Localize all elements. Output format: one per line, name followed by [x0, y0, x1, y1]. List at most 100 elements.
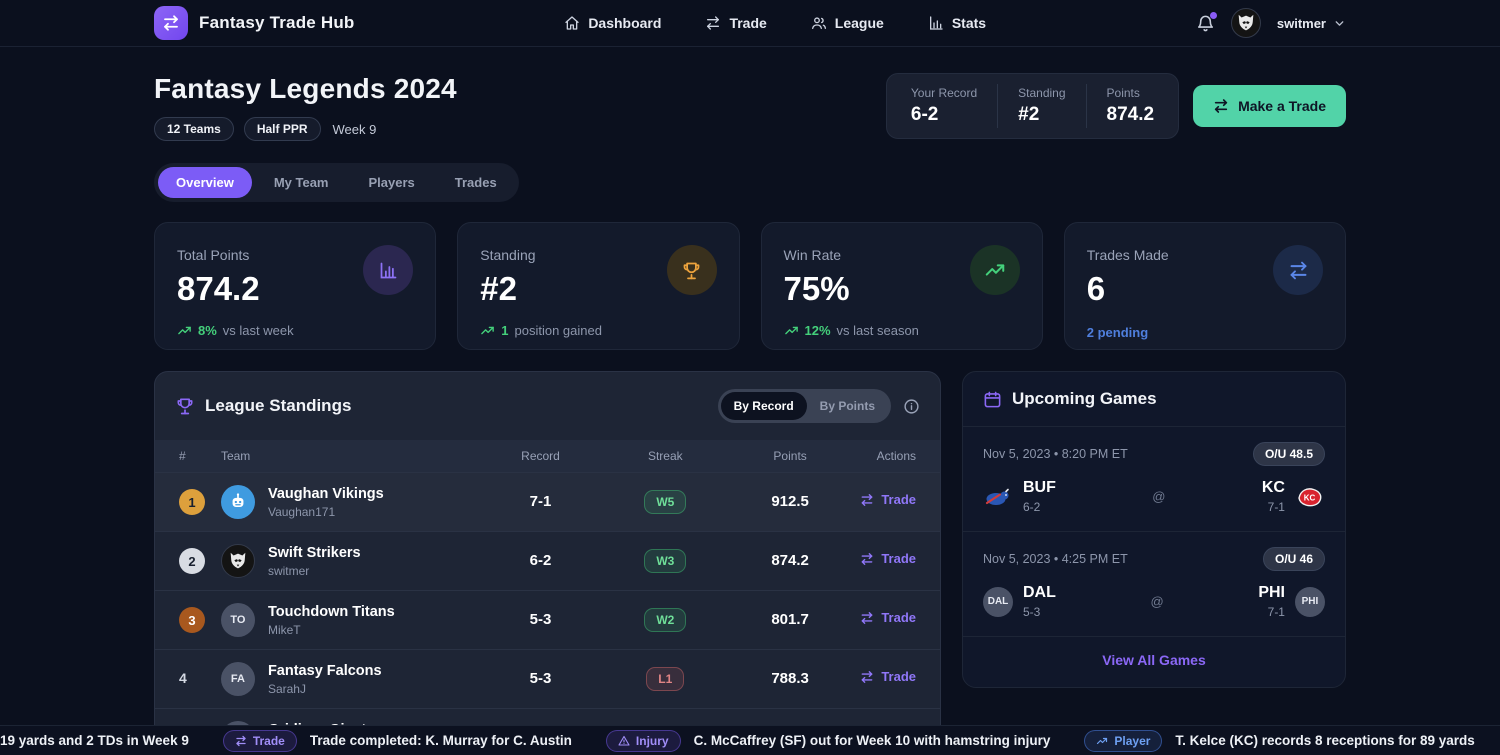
brand[interactable]: Fantasy Trade Hub	[154, 6, 355, 40]
trade-button[interactable]: Trade	[860, 610, 916, 625]
stat-card-win-rate: Win Rate 75% 12% vs last season	[760, 222, 1043, 350]
swap-icon	[1213, 98, 1229, 114]
team-name: Touchdown Titans	[267, 603, 395, 620]
streak-badge: W2	[644, 608, 687, 632]
warning-triangle-icon	[618, 735, 630, 747]
league-header: Fantasy Legends 2024 12 Teams Half PPR W…	[154, 73, 457, 141]
trade-button[interactable]: Trade	[860, 492, 916, 507]
info-icon[interactable]	[903, 398, 920, 415]
rank-badge: 1	[179, 489, 205, 515]
game-row[interactable]: Nov 5, 2023 • 8:20 PM ET O/U 48.5 BUF 6-…	[963, 427, 1345, 531]
week-label: Week 9	[332, 121, 377, 137]
table-row[interactable]: 1 Vaughan Vikings Vaughan171	[155, 472, 940, 532]
nav-item-dashboard[interactable]: Dashboard	[564, 15, 661, 31]
home-team-record: 7-1	[1267, 500, 1285, 514]
trending-up-icon	[1096, 735, 1108, 747]
tab-trades[interactable]: Trades	[437, 167, 515, 198]
toggle-by-record[interactable]: By Record	[720, 392, 807, 420]
home-team-abbr: PHI	[1258, 584, 1285, 601]
quick-stat-record: Your Record 6-2	[891, 84, 997, 128]
swap-icon	[705, 15, 721, 31]
quick-stat-label: Points	[1106, 86, 1140, 100]
stat-card-label: Total Points	[177, 247, 250, 263]
chevron-down-icon	[1333, 17, 1346, 30]
tab-overview[interactable]: Overview	[158, 167, 252, 198]
news-ticker: 19 yards and 2 TDs in Week 9 Trade Trade…	[0, 725, 1500, 755]
nav-label: Stats	[951, 15, 987, 31]
trend-suffix: vs last week	[222, 323, 294, 338]
ticker-item: 19 yards and 2 TDs in Week 9	[0, 733, 189, 748]
stat-card-label: Win Rate	[783, 247, 842, 263]
ticker-badge-label: Trade	[252, 733, 285, 748]
table-row[interactable]: 4 FA Fantasy Falcons SarahJ 5-3 L1	[155, 649, 940, 709]
trophy-icon	[175, 396, 195, 416]
avatar[interactable]	[1230, 8, 1261, 38]
trade-label: Trade	[881, 551, 916, 567]
trade-label: Trade	[881, 669, 916, 685]
nav-item-stats[interactable]: Stats	[928, 15, 986, 31]
points-value: 788.3	[771, 670, 809, 687]
record-value: 5-3	[529, 670, 552, 687]
rank-badge: 3	[179, 607, 205, 633]
chiefs-logo: KC	[1295, 482, 1325, 512]
col-header-rank: #	[155, 440, 221, 473]
trade-label: Trade	[881, 492, 916, 508]
injury-ticker-badge: Injury	[605, 729, 681, 752]
swap-icon	[860, 611, 874, 625]
team-avatar	[220, 544, 255, 578]
col-header-team: Team	[220, 440, 481, 473]
tab-my-team[interactable]: My Team	[256, 167, 347, 198]
make-a-trade-button[interactable]: Make a Trade	[1193, 85, 1346, 127]
stat-card-trades-made: Trades Made 6 2 pending	[1063, 222, 1346, 350]
stat-card-value: 75%	[783, 270, 850, 307]
notifications-button[interactable]	[1196, 11, 1217, 33]
away-team-abbr: DAL	[1023, 584, 1056, 601]
username: switmer	[1276, 15, 1326, 31]
game-row[interactable]: Nov 5, 2023 • 4:25 PM ET O/U 46 DAL DAL …	[963, 531, 1345, 636]
team-avatar	[220, 485, 255, 519]
stat-card-standing: Standing #2 1 position gained	[457, 222, 740, 350]
trade-button[interactable]: Trade	[860, 669, 916, 684]
ticker-text: 19 yards and 2 TDs in Week 9	[0, 733, 189, 748]
nav-label: League	[834, 15, 884, 31]
nav-item-trade[interactable]: Trade	[705, 15, 767, 31]
game-datetime: Nov 5, 2023 • 8:20 PM ET	[983, 447, 1128, 461]
users-icon	[811, 15, 827, 31]
user-menu[interactable]: switmer	[1277, 16, 1346, 31]
nav-links: Dashboard Trade League Stats	[355, 15, 1196, 31]
points-value: 801.7	[771, 611, 809, 628]
swap-icon	[860, 493, 874, 507]
nav-label: Trade	[729, 15, 767, 31]
notification-dot	[1209, 11, 1217, 19]
trade-label: Trade	[881, 610, 916, 626]
toggle-by-points[interactable]: By Points	[807, 392, 888, 420]
top-nav: Fantasy Trade Hub Dashboard Trade League…	[0, 0, 1500, 47]
trophy-icon	[666, 245, 717, 295]
trending-up-icon	[177, 323, 192, 338]
standings-title: League Standings	[205, 396, 352, 415]
view-all-games-link[interactable]: View All Games	[1102, 652, 1206, 668]
trend-value: 1	[501, 323, 509, 338]
stat-card-label: Standing	[480, 247, 536, 263]
table-row[interactable]: 3 TO Touchdown Titans MikeT 5-3 W2	[155, 590, 940, 650]
ticker-badge-label: Player	[1114, 733, 1151, 748]
nav-item-league[interactable]: League	[811, 15, 884, 31]
trade-button[interactable]: Trade	[860, 551, 916, 566]
table-row[interactable]: 2 Swift Strikers switmer	[155, 531, 940, 591]
tab-players[interactable]: Players	[351, 167, 433, 198]
ticker-item: Trade Trade completed: K. Murray for C. …	[222, 729, 572, 752]
quick-stats-panel: Your Record 6-2 Standing #2 Points 874.2	[885, 73, 1180, 139]
calendar-icon	[983, 390, 1002, 409]
upcoming-games-panel: Upcoming Games Nov 5, 2023 • 8:20 PM ET …	[962, 371, 1346, 688]
ticker-item: Player T. Kelce (KC) records 8 reception…	[1084, 729, 1475, 752]
scoring-badge: Half PPR	[243, 117, 321, 141]
swap-icon	[1273, 245, 1323, 295]
stat-card-label: Trades Made	[1086, 247, 1169, 263]
upcoming-title: Upcoming Games	[1012, 389, 1157, 408]
quick-stat-value: 874.2	[1106, 104, 1155, 125]
col-header-points: Points	[730, 440, 850, 473]
over-under-badge: O/U 48.5	[1252, 442, 1325, 466]
team-avatar: TO	[220, 603, 255, 637]
rank-number: 4	[179, 670, 187, 686]
trend-suffix: vs last season	[836, 323, 919, 338]
